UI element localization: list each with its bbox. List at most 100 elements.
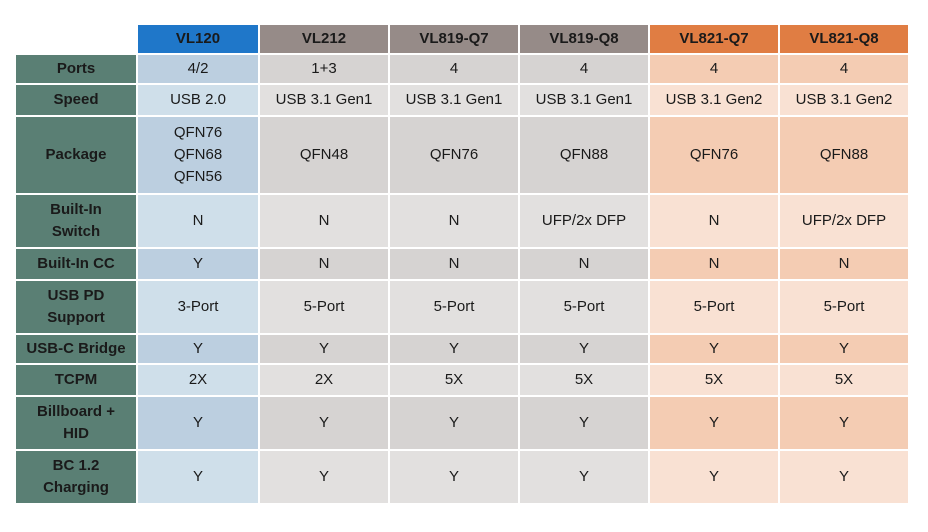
row-header-line: HID bbox=[63, 425, 89, 442]
table-cell: N bbox=[390, 249, 518, 279]
table-cell: Y bbox=[780, 397, 908, 449]
table-row: USB-C Bridge Y Y Y Y Y Y bbox=[16, 335, 908, 363]
cell-value: QFN48 bbox=[299, 146, 349, 163]
cell-value: Y bbox=[838, 414, 849, 431]
cell-value: UFP/2x DFP bbox=[801, 212, 887, 229]
cell-value: USB 2.0 bbox=[170, 91, 226, 108]
cell-value: Y bbox=[838, 340, 849, 357]
cell-value: Y bbox=[448, 414, 459, 431]
table-cell: Y bbox=[390, 335, 518, 363]
row-header-line: Charging bbox=[43, 479, 109, 496]
cell-value: Y bbox=[318, 340, 329, 357]
table-cell: UFP/2x DFP bbox=[780, 195, 908, 247]
table-body: Ports 4/2 1+3 4 4 4 4 Speed USB 2.0 USB 3.1 Gen1 U… bbox=[16, 55, 908, 503]
cell-value: Y bbox=[578, 468, 589, 485]
column-header-vl821-q8: VL821-Q8 bbox=[780, 25, 908, 53]
table-cell: N bbox=[260, 249, 388, 279]
cell-value: USB 3.1 Gen1 bbox=[275, 91, 373, 108]
table-cell: Y bbox=[138, 335, 258, 363]
table-row: BC 1.2 Charging Y Y Y Y Y Y bbox=[16, 451, 908, 503]
cell-value: QFN56 bbox=[173, 168, 223, 185]
cell-value: USB 3.1 Gen1 bbox=[405, 91, 503, 108]
cell-value: N bbox=[838, 255, 850, 272]
cell-value: QFN76 bbox=[429, 146, 479, 163]
cell-value: Y bbox=[708, 468, 719, 485]
row-header: Ports bbox=[16, 55, 136, 83]
cell-value: 4 bbox=[449, 60, 459, 77]
table-cell: 5-Port bbox=[520, 281, 648, 333]
table-row: Built-In Switch N N N UFP/2x DFP N UFP/2x DFP bbox=[16, 195, 908, 247]
table-cell: 5X bbox=[520, 365, 648, 395]
cell-value: 5-Port bbox=[563, 298, 605, 315]
table-cell: Y bbox=[260, 397, 388, 449]
table-row: Built-In CC Y N N N N N bbox=[16, 249, 908, 279]
table-cell: Y bbox=[390, 451, 518, 503]
cell-value: Y bbox=[448, 340, 459, 357]
row-header-line: Switch bbox=[51, 223, 101, 240]
cell-value: 4/2 bbox=[187, 60, 209, 77]
cell-value: 3-Port bbox=[177, 298, 219, 315]
table-cell: 4 bbox=[390, 55, 518, 83]
table-cell: Y bbox=[260, 451, 388, 503]
row-header-line: Package bbox=[45, 146, 107, 163]
cell-value: Y bbox=[578, 414, 589, 431]
cell-value: USB 3.1 Gen1 bbox=[535, 91, 633, 108]
table-cell: USB 3.1 Gen1 bbox=[520, 85, 648, 115]
row-header-line: Support bbox=[47, 309, 105, 326]
table-cell: 5X bbox=[650, 365, 778, 395]
cell-value: Y bbox=[192, 414, 203, 431]
table-cell: USB 3.1 Gen2 bbox=[780, 85, 908, 115]
cell-value: Y bbox=[708, 340, 719, 357]
corner-cell bbox=[16, 25, 136, 53]
table-row: Package QFN76 QFN68 QFN56 QFN48 QFN76 QFN88 QFN… bbox=[16, 117, 908, 193]
table-cell: Y bbox=[138, 451, 258, 503]
table-cell: QFN76 QFN68 QFN56 bbox=[138, 117, 258, 193]
table-cell: Y bbox=[780, 451, 908, 503]
row-header-line: Billboard + bbox=[37, 403, 115, 420]
table-cell: N bbox=[520, 249, 648, 279]
table-cell: N bbox=[138, 195, 258, 247]
table-cell: 5-Port bbox=[780, 281, 908, 333]
table-cell: N bbox=[390, 195, 518, 247]
row-header-line: BC 1.2 bbox=[52, 457, 100, 474]
table-cell: QFN76 bbox=[650, 117, 778, 193]
table-cell: Y bbox=[650, 397, 778, 449]
table-cell: N bbox=[780, 249, 908, 279]
table-cell: 5X bbox=[780, 365, 908, 395]
row-header-line: Speed bbox=[53, 91, 99, 108]
cell-value: N bbox=[192, 212, 204, 229]
cell-value: 4 bbox=[709, 60, 719, 77]
cell-value: Y bbox=[192, 468, 203, 485]
cell-value: 5-Port bbox=[433, 298, 475, 315]
table-cell: Y bbox=[520, 451, 648, 503]
cell-value: USB 3.1 Gen2 bbox=[665, 91, 763, 108]
table-cell: 3-Port bbox=[138, 281, 258, 333]
table-cell: 4/2 bbox=[138, 55, 258, 83]
cell-value: 4 bbox=[839, 60, 849, 77]
table-cell: Y bbox=[520, 335, 648, 363]
table-cell: Y bbox=[650, 335, 778, 363]
cell-value: N bbox=[318, 212, 330, 229]
table-cell: Y bbox=[390, 397, 518, 449]
table-cell: USB 3.1 Gen1 bbox=[260, 85, 388, 115]
table-cell: Y bbox=[650, 451, 778, 503]
table-cell: N bbox=[650, 195, 778, 247]
column-header-vl212: VL212 bbox=[260, 25, 388, 53]
row-header-line: USB PD bbox=[47, 287, 105, 304]
table-cell: 4 bbox=[520, 55, 648, 83]
column-header-vl821-q7: VL821-Q7 bbox=[650, 25, 778, 53]
table-cell: Y bbox=[260, 335, 388, 363]
row-header-line: TCPM bbox=[54, 371, 98, 388]
table-cell: USB 3.1 Gen1 bbox=[390, 85, 518, 115]
row-header: Built-In CC bbox=[16, 249, 136, 279]
cell-value: Y bbox=[192, 340, 203, 357]
cell-value: 2X bbox=[314, 371, 334, 388]
table-cell: 4 bbox=[780, 55, 908, 83]
cell-value: UFP/2x DFP bbox=[541, 212, 627, 229]
table-row: Speed USB 2.0 USB 3.1 Gen1 USB 3.1 Gen1 USB … bbox=[16, 85, 908, 115]
column-header-vl120: VL120 bbox=[138, 25, 258, 53]
cell-value: N bbox=[708, 255, 720, 272]
table-row: Billboard + HID Y Y Y Y Y Y bbox=[16, 397, 908, 449]
comparison-table: VL120 VL212 VL819-Q7 VL819-Q8 VL821-Q7 V… bbox=[14, 23, 910, 505]
cell-value: N bbox=[578, 255, 590, 272]
